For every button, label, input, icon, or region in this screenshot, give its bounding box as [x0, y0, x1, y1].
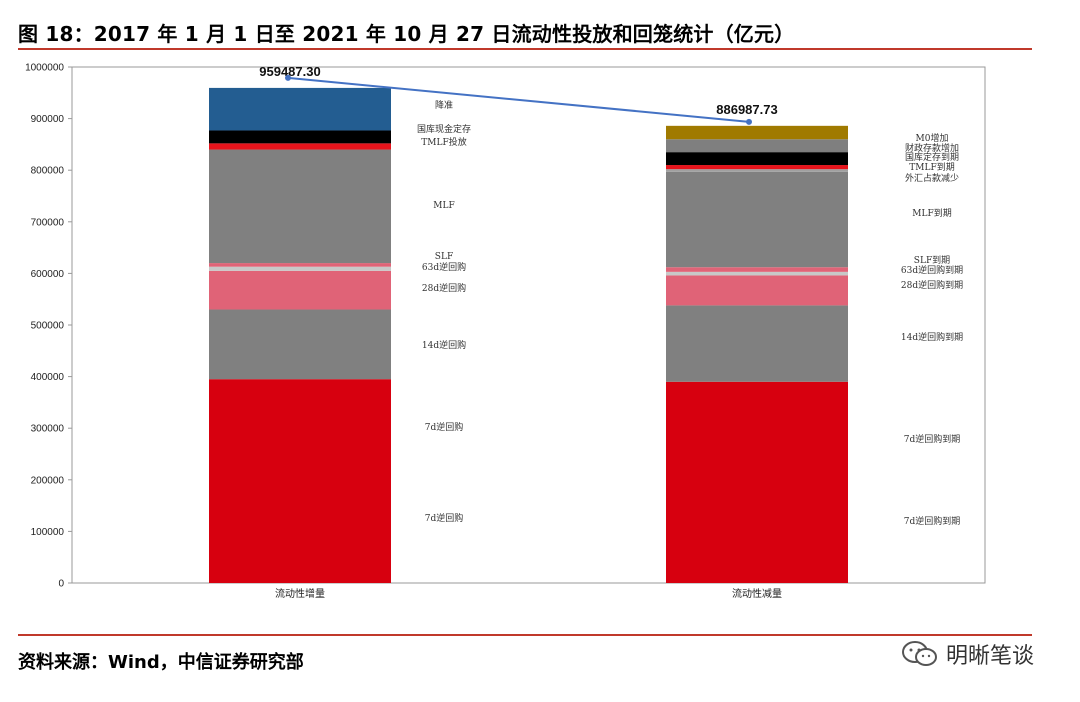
segment-annotation: 降准 — [435, 99, 453, 111]
bar-segment — [666, 305, 848, 382]
segment-annotation: SLF — [435, 252, 453, 262]
segment-annotation: M0增加 — [916, 132, 949, 144]
bar-segment — [209, 263, 391, 267]
bar-segment — [666, 381, 848, 583]
bar-segment — [666, 125, 848, 140]
bar-segment — [209, 379, 391, 583]
y-tick-label: 0 — [58, 579, 64, 590]
trend-point — [746, 118, 752, 125]
segment-annotation: TMLF到期 — [909, 161, 954, 173]
brand-name: 明晰笔谈 — [946, 644, 1035, 669]
brand: 明晰笔谈 — [900, 638, 1034, 670]
bar-segment — [209, 149, 391, 264]
trend-line — [287, 76, 750, 123]
y-tick-label: 100000 — [31, 527, 65, 538]
y-tick-label: 800000 — [31, 166, 65, 177]
bar-segment — [666, 169, 848, 172]
bar-segment — [209, 309, 391, 380]
total-value-label: 886987.73 — [716, 102, 777, 117]
wechat-icon — [902, 641, 937, 666]
trend-point — [285, 74, 291, 81]
source-note: 资料来源：Wind，中信证券研究部 — [18, 652, 304, 673]
y-tick-label: 600000 — [31, 269, 65, 280]
segment-annotation: 7d逆回购到期 — [904, 515, 961, 527]
segment-annotation: 财政存款增加 — [905, 142, 959, 154]
segment-annotation: 外汇占款减少 — [905, 172, 959, 184]
segment-annotation: 7d逆回购 — [425, 421, 464, 433]
bar-segment — [666, 165, 848, 170]
segment-annotation: MLF到期 — [912, 207, 951, 219]
segment-annotation: TMLF投放 — [421, 136, 466, 148]
bar-segment — [209, 266, 391, 271]
bar-segment — [666, 275, 848, 306]
bar-segment — [666, 271, 848, 276]
segment-annotation: 14d逆回购 — [422, 339, 466, 351]
segment-annotation: MLF — [433, 201, 454, 211]
bar-segment — [666, 152, 848, 166]
title-divider — [18, 48, 1032, 50]
segment-annotation: 63d逆回购 — [422, 261, 466, 273]
segment-annotation: SLF到期 — [914, 254, 950, 266]
x-category-label: 流动性增量 — [275, 587, 325, 600]
segment-annotation: 国库定存到期 — [905, 151, 959, 163]
segment-annotation: 14d逆回购到期 — [901, 331, 963, 343]
y-tick-label: 1000000 — [25, 63, 64, 74]
bar-segment — [209, 87, 391, 131]
chart-title: 图 18：2017 年 1 月 1 日至 2021 年 10 月 27 日流动性… — [18, 22, 795, 46]
segment-annotation: 7d逆回购 — [425, 512, 464, 524]
bar-segment — [666, 171, 848, 268]
y-tick-label: 500000 — [31, 321, 65, 332]
bar-segment — [666, 139, 848, 153]
x-category-label: 流动性减量 — [732, 587, 782, 600]
bar-segment — [666, 267, 848, 272]
plot-frame — [71, 66, 986, 584]
y-tick-label: 300000 — [31, 424, 65, 435]
bar-segment — [209, 130, 391, 144]
total-value-label: 959487.30 — [259, 64, 320, 79]
bar-segment — [209, 143, 391, 150]
segment-annotation: 28d逆回购到期 — [901, 279, 963, 291]
y-tick-label: 200000 — [31, 475, 65, 486]
footer-divider — [18, 634, 1032, 636]
segment-annotation: 国库现金定存 — [417, 123, 471, 135]
bar-segment — [209, 270, 391, 310]
segment-annotation: 63d逆回购到期 — [901, 264, 963, 276]
y-tick-label: 400000 — [31, 372, 65, 383]
stacked-bar-chart: 0 100000 200000 300000 400000 500000 600000 700… — [25, 63, 986, 600]
y-tick-label: 900000 — [31, 114, 65, 125]
y-tick-label: 700000 — [31, 217, 65, 228]
segment-annotation: 28d逆回购 — [422, 282, 466, 294]
segment-annotation: 7d逆回购到期 — [904, 433, 961, 445]
